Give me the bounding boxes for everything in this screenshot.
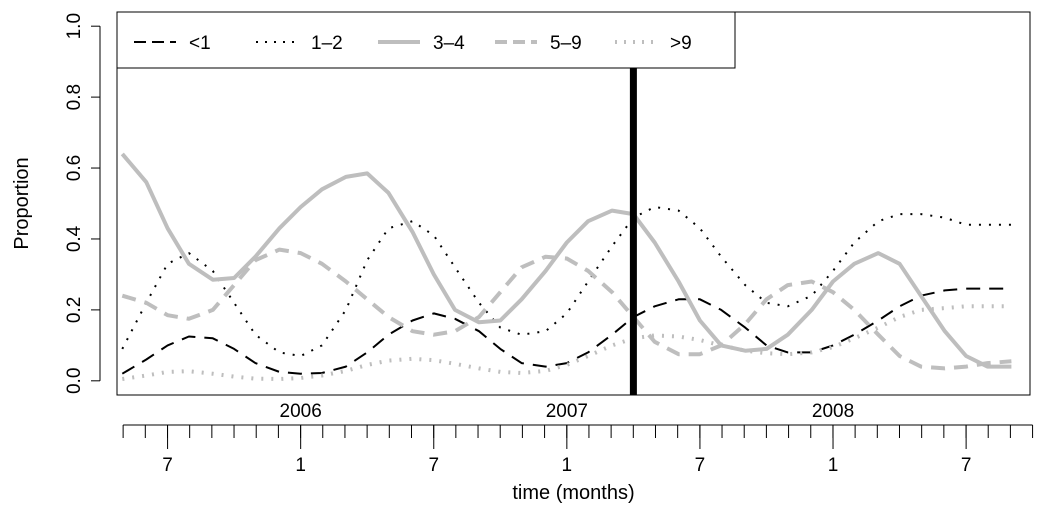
month-tick-label: 1 [828, 455, 839, 476]
series-line-4 [122, 304, 1012, 381]
y-tick-label: 0.6 [64, 155, 85, 181]
legend: <1 1–2 3–4 5–9 >9 [116, 11, 736, 69]
legend-label-3: 5–9 [550, 33, 582, 54]
series-line-3 [121, 247, 1012, 371]
year-labels: 2006 2007 2008 [280, 401, 855, 422]
month-tick-label: 7 [428, 455, 439, 476]
y-tick-label: 1.0 [64, 13, 85, 39]
month-tick-label: 1 [295, 455, 306, 476]
legend-label-2: 3–4 [433, 33, 465, 54]
x-axis-label: time (months) [512, 482, 634, 504]
y-tick-label: 0.8 [64, 84, 85, 110]
y-axis: 0.0 0.2 0.4 0.6 0.8 1.0 [64, 13, 101, 394]
month-tick-label: 7 [961, 455, 972, 476]
year-label: 2007 [546, 401, 588, 422]
y-tick-label: 0.0 [64, 368, 85, 394]
y-tick-label: 0.4 [64, 225, 85, 252]
legend-label-1: 1–2 [311, 33, 343, 54]
year-label: 2008 [812, 401, 854, 422]
month-tick-label: 1 [562, 455, 573, 476]
series-layer [120, 152, 1012, 381]
y-axis-label: Proportion [11, 157, 33, 249]
legend-label-0: <1 [189, 33, 211, 54]
month-tick-label: 7 [695, 455, 706, 476]
year-label: 2006 [280, 401, 322, 422]
legend-label-4: >9 [670, 33, 692, 54]
y-tick-label: 0.2 [64, 297, 85, 323]
legend-box [116, 11, 736, 69]
month-axis: 7 1 7 1 7 1 7 [122, 424, 1034, 476]
series-line-2 [120, 152, 1012, 369]
series-line-0 [121, 287, 1012, 375]
plot-area-frame [116, 11, 1031, 396]
month-tick-label: 7 [162, 455, 173, 476]
